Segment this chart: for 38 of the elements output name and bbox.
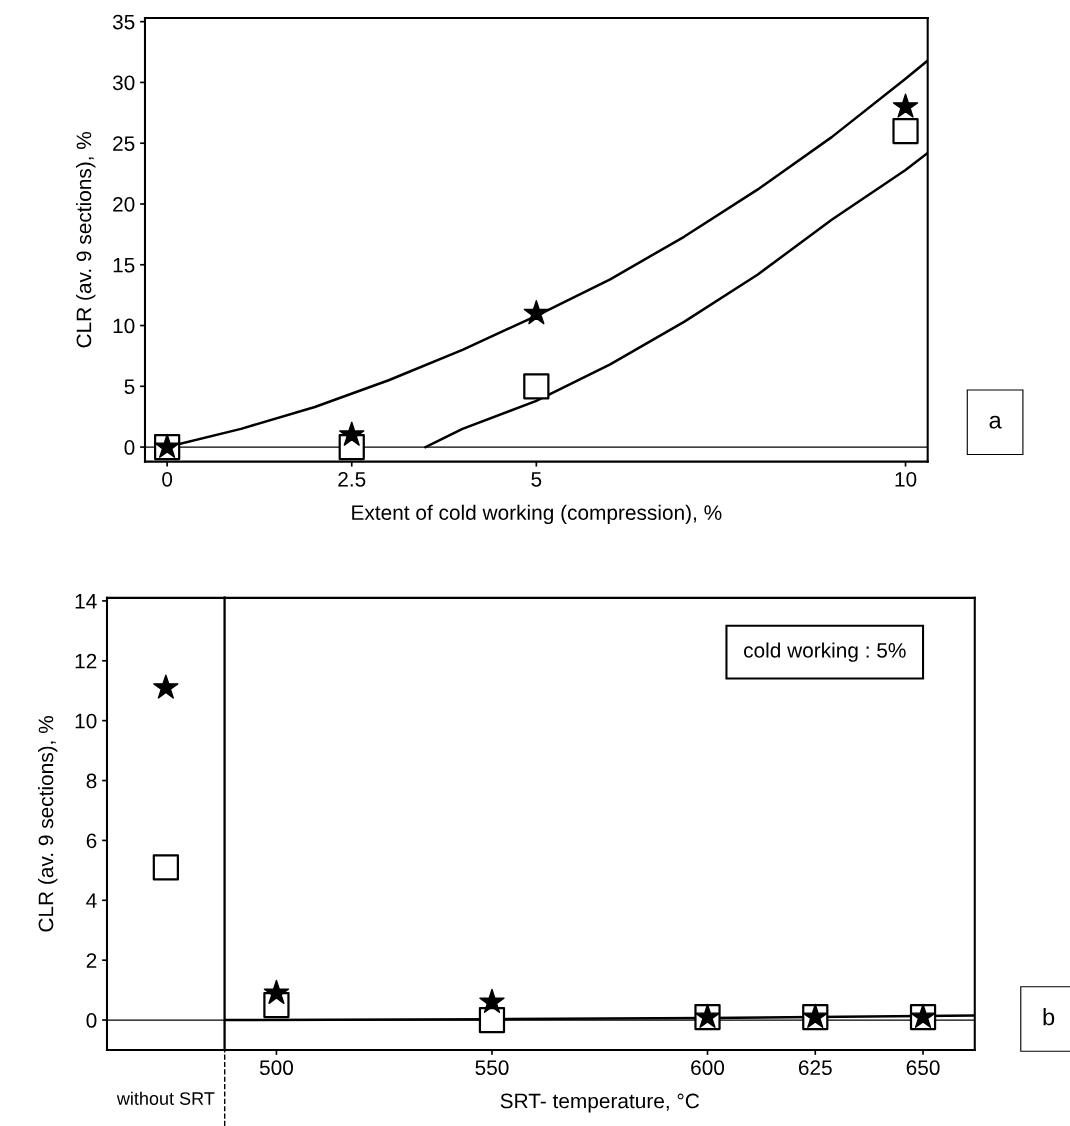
y-tick-label: 5 <box>124 379 135 395</box>
y-tick-label: 14 <box>75 594 97 609</box>
y-tick-label: 30 <box>112 75 135 91</box>
text: b <box>1043 1008 1055 1026</box>
y-axis-title: CLR (av. 9 sections), % <box>76 131 96 348</box>
x-axis-title: SRT- temperature, °C <box>500 1093 700 1113</box>
y-tick-label: 15 <box>113 257 135 273</box>
point <box>523 373 550 400</box>
x-tick-label: 650 <box>906 1060 940 1076</box>
x-tick-label: 625 <box>798 1060 832 1076</box>
x-tick-label: 500 <box>259 1060 293 1076</box>
x-tick-label: without SRT <box>116 1091 215 1105</box>
text: a <box>989 415 1002 429</box>
x-tick-label: 0 <box>162 471 173 487</box>
point <box>892 93 919 118</box>
point <box>523 300 550 325</box>
x-tick-label: 5 <box>531 472 542 487</box>
point <box>339 421 365 446</box>
y-tick-label: 25 <box>113 136 135 151</box>
y-tick-label: 35 <box>112 14 135 30</box>
y-tick-label: 20 <box>113 196 135 212</box>
y-tick-label: 6 <box>86 833 97 849</box>
x-tick-label: 600 <box>691 1060 725 1076</box>
y-tick-label: 2 <box>86 953 97 968</box>
y-tick-label: 0 <box>86 1013 97 1028</box>
y-tick-label: 12 <box>75 653 97 669</box>
y-tick-label: 10 <box>113 318 135 334</box>
x-tick-label: 550 <box>475 1060 509 1076</box>
x-tick-label: 10 <box>895 471 917 487</box>
y-tick-label: 0 <box>124 440 135 455</box>
x-tick-label: 2.5 <box>338 471 366 487</box>
point <box>892 117 919 145</box>
y-tick-label: 10 <box>75 713 97 729</box>
y-axis-title: CLR (av. 9 sections), % <box>38 716 58 932</box>
annotation: cold working : 5% <box>744 642 906 662</box>
x-axis-title: Extent of cold working (compression), % <box>352 504 722 525</box>
y-tick-label: 8 <box>86 773 97 789</box>
y-tick-label: 4 <box>86 893 97 908</box>
